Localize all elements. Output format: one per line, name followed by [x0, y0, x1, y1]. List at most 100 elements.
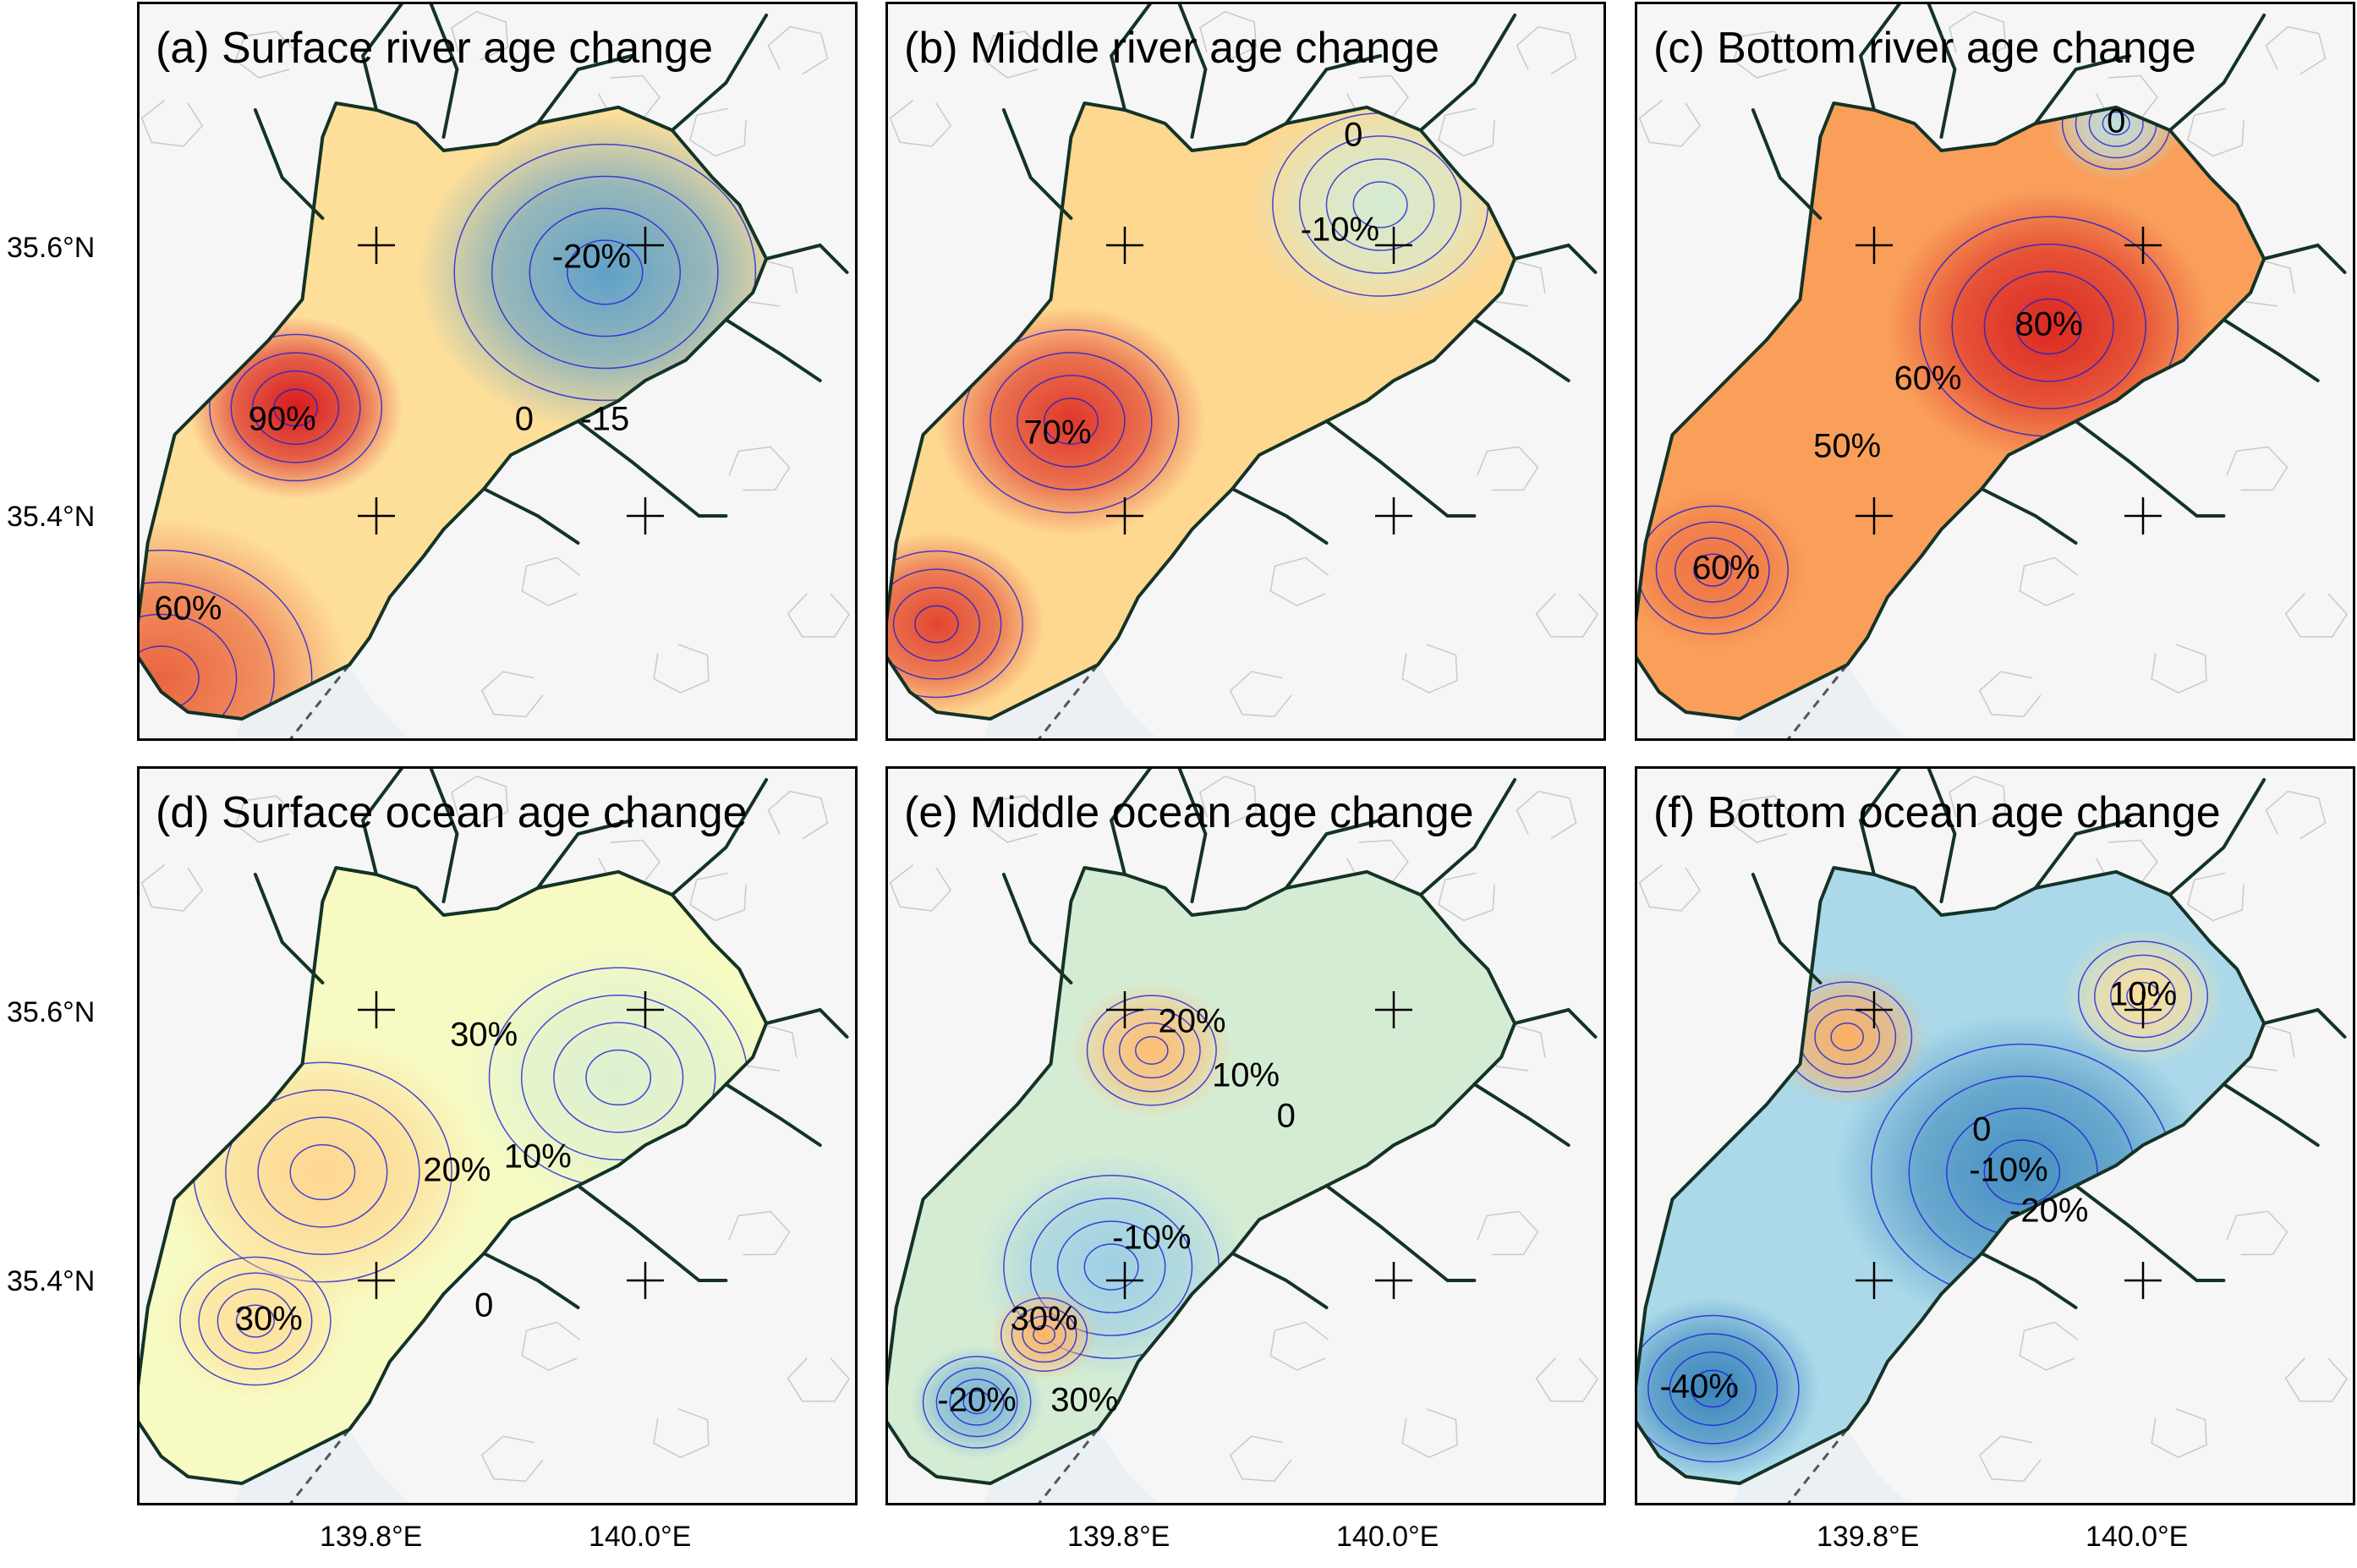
map-area: 80% 60% 50% 60% 0: [1635, 2, 2355, 741]
grid-cross: [358, 991, 395, 1028]
river-line: [576, 1184, 728, 1282]
panel-frame: [137, 766, 858, 1505]
contour-line: [2102, 111, 2130, 136]
grid-cross: [627, 991, 664, 1028]
contour-line: [1011, 1306, 1077, 1363]
lon-tick-label-left: 139.8°E: [1067, 1521, 1170, 1553]
grid-cross: [358, 227, 395, 264]
map-area: 30% 20% 10% 30% 0: [137, 766, 858, 1505]
lon-tick-label-right: 140.0°E: [1336, 1521, 1439, 1553]
river-line: [482, 1252, 580, 1309]
contour-label: 0: [1277, 1098, 1296, 1135]
contour-line: [922, 1356, 1032, 1449]
grid-cross: [1106, 991, 1143, 1028]
river-line: [1231, 1252, 1329, 1309]
axis-tick-labels: 35.6°N 35.4°N 35.6°N 35.4°N 139.8°E 140.…: [7, 232, 2188, 1553]
contour-label: -40%: [1660, 1368, 1739, 1406]
coastline: [137, 866, 769, 1485]
contour-line: [225, 1088, 420, 1256]
river-line: [2074, 419, 2226, 518]
lon-tick-label-right: 140.0°E: [589, 1521, 691, 1553]
coastline: [885, 866, 1517, 1485]
map-area: 90% 60% -20% 0 -15: [137, 2, 858, 741]
bay-mouth: [1732, 665, 1910, 741]
contour-line: [914, 605, 959, 644]
contour-line: [2015, 298, 2082, 355]
contour-label: 10%: [504, 1138, 572, 1176]
river-line: [482, 487, 580, 545]
river-line: [428, 766, 459, 903]
river-line: [535, 54, 634, 125]
map-area: 10% 0-10%-20% -40%: [1635, 766, 2355, 1505]
panel-frame: [885, 2, 1606, 741]
grid-cross: [1106, 227, 1143, 264]
coastline: [137, 101, 769, 721]
contour-label: 0: [515, 401, 534, 438]
contour-line: [520, 994, 716, 1161]
field-blob: [936, 306, 1206, 536]
contour-line: [1647, 1333, 1779, 1445]
contour-line: [1102, 1008, 1201, 1093]
river-line: [1858, 766, 1903, 876]
contour-line: [2088, 103, 2144, 147]
contour-line: [257, 1116, 388, 1228]
contour-line: [1325, 158, 1435, 251]
grid-cross: [1855, 497, 1893, 535]
rivers: [1751, 2, 2347, 545]
lat-tick-label-bottom: 35.4°N: [7, 1265, 95, 1297]
field-blob: [2048, 103, 2184, 181]
contour-line: [892, 587, 981, 661]
contour-line: [2077, 940, 2209, 1052]
panel-title: (e) Middle ocean age change: [904, 788, 1474, 837]
contour-label: 10%: [2109, 976, 2177, 1013]
contour-line: [1951, 243, 2146, 410]
rivers: [1001, 2, 1598, 545]
grid-cross: [2124, 497, 2162, 535]
river-line: [253, 873, 325, 984]
contour-label: 20%: [423, 1152, 491, 1189]
bay-mouth: [1732, 1429, 1910, 1505]
contour-label: 70%: [1023, 414, 1091, 452]
contour-line: [1043, 397, 1099, 445]
panel-title: (d) Surface ocean age change: [156, 788, 748, 837]
river-line: [2033, 819, 2132, 890]
contour-line: [235, 1304, 275, 1338]
panel-frame: [1635, 2, 2355, 741]
contour-line: [1691, 1369, 1735, 1408]
contour-line: [1033, 1324, 1056, 1345]
river-line: [1513, 243, 1598, 274]
grid-cross: [2124, 991, 2162, 1028]
river-line: [1176, 2, 1208, 139]
river-line: [2262, 243, 2347, 274]
contour-line: [1118, 1022, 1185, 1079]
contour-line: [962, 329, 1180, 513]
contour-label: -20%: [2009, 1192, 2088, 1230]
panel-frame: [1635, 766, 2355, 1505]
grid-cross: [1375, 991, 1412, 1028]
field-blob: [1635, 1297, 1821, 1481]
river-line: [1513, 1007, 1598, 1039]
river-line: [2168, 778, 2267, 896]
grid-cross: [1855, 227, 1893, 264]
bay-mouth: [983, 665, 1160, 741]
river-line: [1109, 766, 1154, 876]
river-line: [253, 108, 325, 220]
river-line: [1418, 14, 1517, 132]
grid-cross: [1375, 497, 1412, 535]
lat-tick-label-bottom: 35.4°N: [7, 501, 95, 533]
contour-label: 60%: [154, 590, 222, 628]
grid-cross: [1106, 497, 1143, 535]
river-line: [2074, 1184, 2226, 1282]
contour-label: -20%: [937, 1382, 1016, 1419]
contour-line: [962, 1390, 991, 1415]
river-line: [2222, 1083, 2320, 1147]
map-panel-f: 10% 0-10%-20% -40% (f) Bottom ocean age cha…: [1635, 766, 2355, 1505]
contour-line: [529, 207, 682, 337]
river-line: [2033, 54, 2132, 125]
grid-cross: [627, 227, 664, 264]
contour-line: [1352, 181, 1408, 228]
contour-line: [137, 613, 238, 719]
river-line: [1418, 778, 1517, 896]
river-line: [1926, 2, 1957, 139]
